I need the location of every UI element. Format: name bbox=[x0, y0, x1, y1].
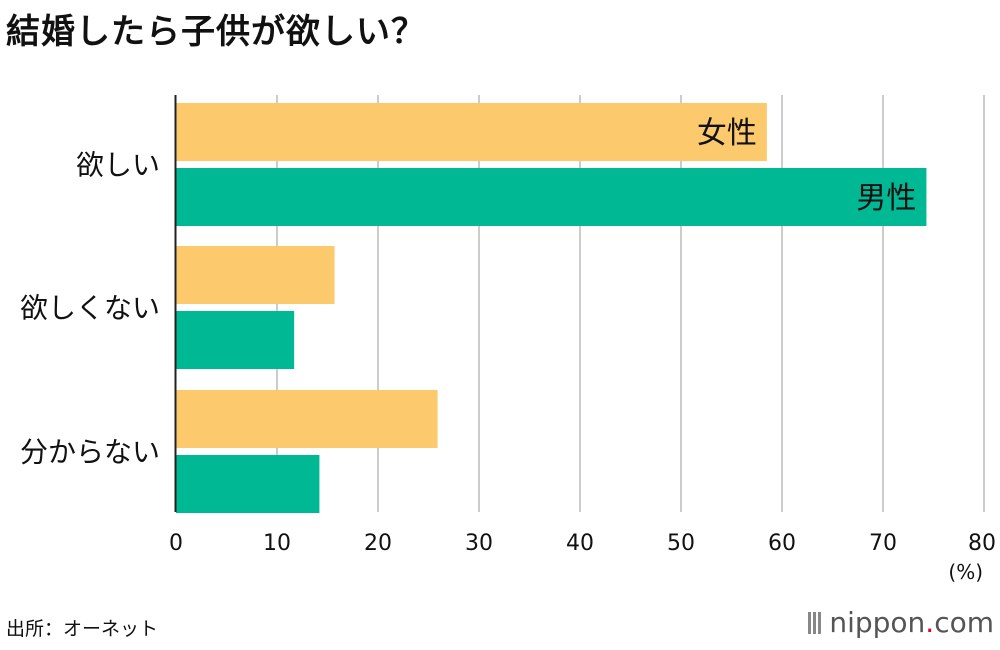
x-unit-label: (%) bbox=[948, 560, 983, 584]
series-label: 女性 bbox=[697, 116, 757, 151]
x-tick-label: 80 bbox=[968, 531, 996, 556]
category-label: 欲しくない bbox=[20, 292, 160, 325]
logo-text: nippon bbox=[829, 606, 926, 639]
x-tick-label: 70 bbox=[869, 531, 897, 556]
bar bbox=[176, 311, 295, 369]
x-tick-label: 40 bbox=[566, 531, 594, 556]
bar bbox=[176, 390, 438, 448]
category-label: 欲しい bbox=[76, 149, 160, 182]
x-tick-label: 60 bbox=[768, 531, 796, 556]
bar bbox=[176, 168, 927, 226]
logo-mark-icon bbox=[808, 608, 823, 641]
x-tick-label: 50 bbox=[667, 531, 695, 556]
bar bbox=[176, 246, 335, 304]
source-note: 出所：オーネット bbox=[6, 618, 159, 640]
series-label: 男性 bbox=[856, 181, 916, 216]
chart-title: 結婚したら子供が欲しい？ bbox=[6, 12, 426, 52]
logo-suffix: com bbox=[934, 606, 994, 639]
x-tick-label: 30 bbox=[465, 531, 493, 556]
x-tick-label: 10 bbox=[263, 531, 291, 556]
site-logo: nippon.com bbox=[808, 606, 994, 641]
category-label: 分からない bbox=[20, 436, 160, 469]
logo-dot: . bbox=[925, 606, 935, 639]
x-tick-label: 20 bbox=[364, 531, 392, 556]
bar bbox=[176, 103, 767, 161]
x-tick-label: 0 bbox=[169, 531, 183, 556]
bar bbox=[176, 455, 320, 513]
